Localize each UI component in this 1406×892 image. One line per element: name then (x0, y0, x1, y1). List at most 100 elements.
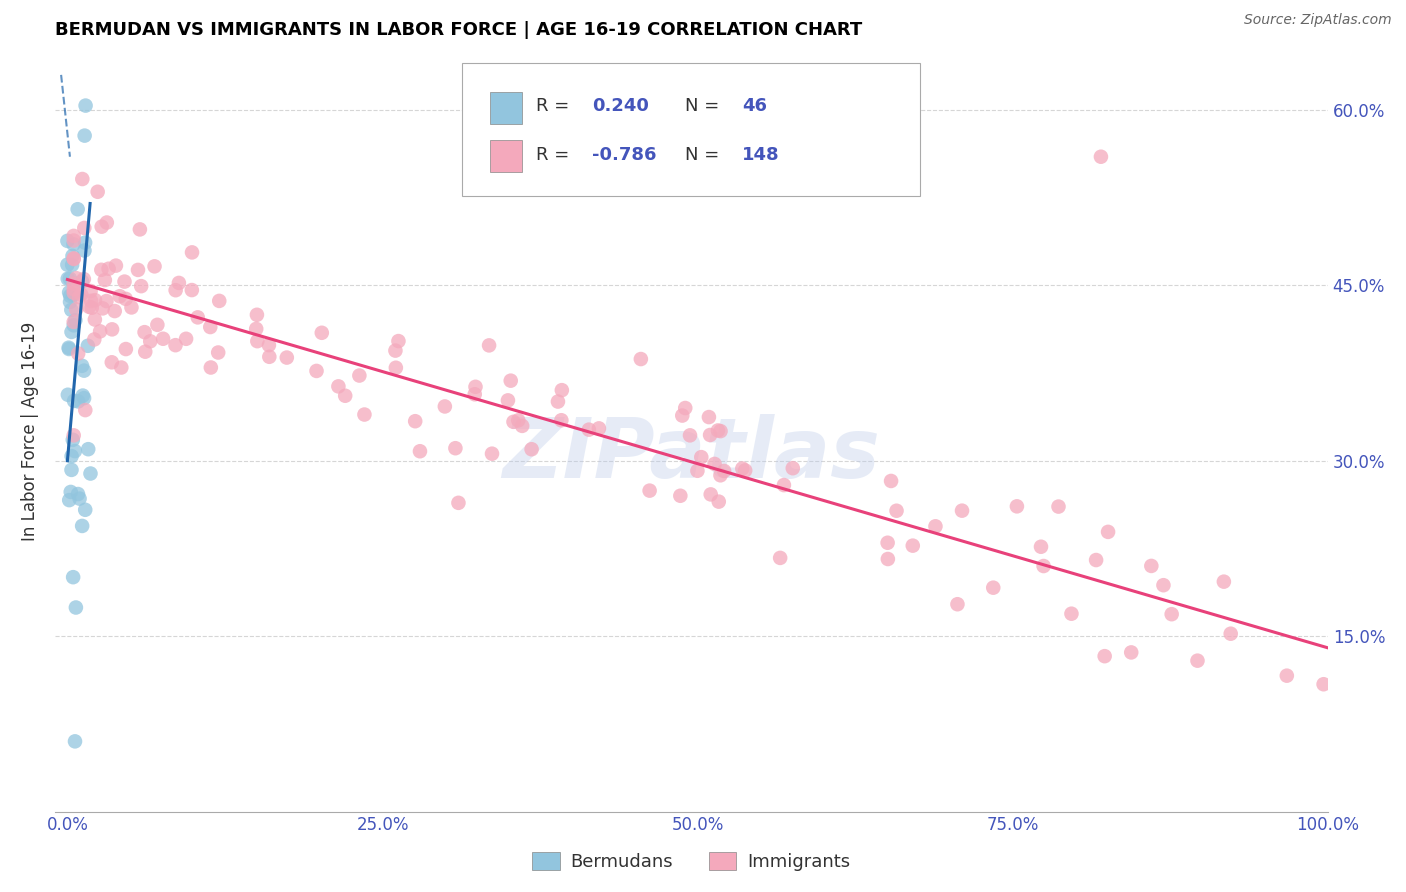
Point (1047, 500, 1070, 514)
Point (588, 421, 610, 435)
Point (709, 468, 731, 483)
Point (60, 258, 83, 272)
Point (769, 550, 792, 565)
Point (63, 734, 86, 748)
Point (1312, 677, 1334, 691)
Point (353, 408, 375, 422)
Point (73, 364, 96, 378)
Point (60, 463, 83, 477)
Point (1005, 500, 1028, 514)
Text: 0.240: 0.240 (592, 97, 650, 115)
Point (62, 237, 84, 252)
Point (703, 457, 725, 471)
Point (520, 442, 543, 457)
Point (59, 485, 82, 500)
Point (550, 413, 572, 427)
Point (697, 410, 720, 425)
Point (79, 467, 101, 481)
Point (66, 487, 89, 501)
Point (108, 289, 131, 303)
Point (246, 308, 269, 322)
Point (384, 343, 406, 358)
Point (56, 234, 79, 248)
Point (62, 234, 84, 248)
Point (62, 282, 84, 296)
Point (56, 258, 79, 272)
Point (276, 351, 298, 365)
Point (104, 304, 127, 318)
Text: Source: ZipAtlas.com: Source: ZipAtlas.com (1244, 13, 1392, 28)
Point (114, 292, 136, 306)
Point (72, 172, 94, 186)
Point (70, 359, 93, 373)
Point (257, 338, 280, 352)
Point (699, 487, 721, 501)
Point (63, 444, 86, 458)
Point (77, 300, 100, 314)
Point (62, 277, 84, 291)
Point (60, 325, 83, 339)
Point (128, 222, 150, 236)
Point (349, 368, 371, 383)
Point (782, 461, 804, 475)
Point (62, 315, 84, 329)
Point (502, 415, 524, 429)
Point (75, 403, 97, 417)
Text: N =: N = (685, 97, 725, 115)
Point (152, 332, 174, 346)
Point (734, 463, 756, 477)
Point (773, 478, 796, 492)
Point (1187, 654, 1209, 668)
Point (127, 263, 149, 277)
Point (876, 535, 898, 549)
Point (1219, 626, 1241, 640)
Point (208, 293, 231, 308)
Point (129, 279, 152, 293)
Point (73, 128, 96, 143)
Point (67, 346, 90, 360)
Point (80, 301, 103, 315)
FancyBboxPatch shape (463, 63, 921, 196)
Point (83, 312, 105, 326)
Point (1060, 607, 1083, 621)
Point (73, 221, 96, 235)
Point (924, 519, 946, 533)
Point (75, 503, 97, 517)
Point (686, 464, 709, 478)
Point (200, 360, 222, 375)
Point (1121, 645, 1143, 659)
Point (75, 235, 97, 250)
Point (499, 374, 522, 388)
Point (104, 259, 127, 273)
Point (731, 461, 754, 475)
Point (121, 301, 143, 315)
Point (673, 401, 696, 415)
Point (70, 274, 93, 288)
Point (59, 294, 82, 309)
Point (1029, 540, 1052, 554)
Point (510, 418, 533, 433)
Point (65, 302, 87, 317)
Point (447, 496, 470, 510)
Point (630, 352, 652, 367)
Point (101, 322, 124, 336)
Point (481, 447, 503, 461)
Point (58, 493, 80, 508)
Point (496, 393, 519, 408)
Point (886, 504, 908, 518)
Point (165, 338, 187, 352)
Point (59, 271, 82, 285)
Text: R =: R = (536, 97, 575, 115)
Point (62, 252, 84, 266)
Point (134, 344, 156, 359)
Point (1140, 558, 1163, 573)
Point (305, 364, 328, 378)
Point (880, 474, 903, 488)
Point (80, 293, 103, 308)
Point (444, 441, 467, 455)
Point (335, 389, 357, 403)
Point (62, 433, 84, 447)
Point (464, 380, 486, 394)
Point (174, 332, 197, 346)
Point (62, 249, 84, 263)
